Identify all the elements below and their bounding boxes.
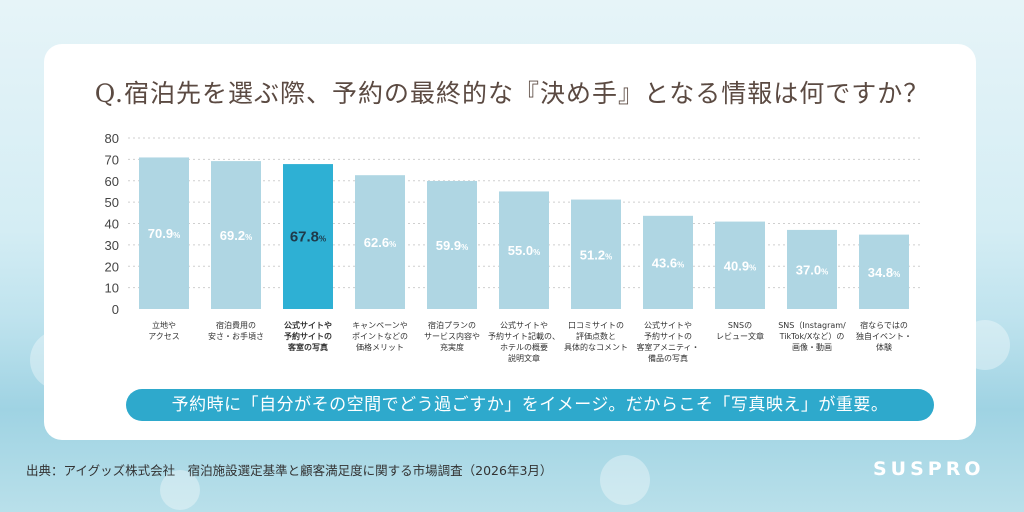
bar [211, 161, 261, 309]
x-tick-label: キャンペーンや [352, 321, 408, 330]
x-tick-label: 立地や [152, 320, 176, 330]
callout-banner: 予約時に「自分がその空間でどう過ごすか」をイメージ。だからこそ「写真映え」が重要… [126, 389, 934, 421]
x-tick-label: 宿ならではの [860, 320, 908, 330]
x-tick-label: SNS（Instagram/ [778, 321, 846, 330]
y-tick-label: 30 [105, 238, 119, 253]
data-label: 59.9% [436, 238, 468, 253]
y-tick-label: 0 [112, 302, 119, 317]
x-tick-label: SNSの [728, 321, 752, 330]
bar [787, 229, 837, 309]
background-bokeh [160, 470, 200, 510]
data-label: 67.8% [290, 229, 326, 246]
x-tick-label: 価格メリット [356, 342, 404, 352]
y-tick-label: 40 [105, 217, 119, 232]
data-label: 37.0% [796, 262, 828, 277]
x-tick-label: 宿泊プランの [428, 320, 476, 330]
data-label: 51.2% [580, 247, 612, 262]
y-tick-label: 60 [105, 174, 119, 189]
x-tick-label: アクセス [148, 332, 180, 341]
x-tick-label: 説明文章 [508, 353, 540, 363]
x-tick-label: ポイントなどの [352, 332, 408, 341]
x-tick-label: 安さ・お手頃さ [208, 331, 264, 341]
x-tick-label: 備品の写真 [648, 353, 688, 363]
data-label: 62.6% [364, 235, 396, 250]
bar [139, 157, 189, 309]
background-bokeh [600, 455, 650, 505]
data-label: 55.0% [508, 243, 540, 258]
x-tick-label: サービス内容や [424, 331, 480, 341]
bar [643, 215, 693, 309]
bar [427, 180, 477, 309]
x-tick-label: 公式サイトや [500, 320, 548, 330]
data-label: 34.8% [868, 265, 900, 280]
x-tick-label: 公式サイトや [284, 320, 332, 330]
x-tick-label: 公式サイトや [644, 320, 692, 330]
data-label: 40.9% [724, 258, 756, 273]
chart-title: Q.宿泊先を選ぶ際、予約の最終的な『決め手』となる情報は何ですか？ [94, 79, 930, 108]
data-label: 70.9% [148, 226, 180, 241]
y-tick-label: 70 [105, 152, 119, 167]
x-tick-label: ホテルの概要 [500, 342, 548, 352]
data-label: 69.2% [220, 228, 252, 243]
bar [283, 164, 333, 309]
source-note: 出典：アイグッズ株式会社 宿泊施設選定基準と顧客満足度に関する市場調査（2026… [26, 463, 553, 478]
x-tick-label: TikTok/Xなど）の [779, 332, 845, 341]
bar [715, 221, 765, 309]
x-tick-label: 予約サイトの [644, 331, 692, 341]
x-tick-label: 評価点数と [576, 331, 616, 341]
bar [571, 199, 621, 309]
y-tick-label: 80 [105, 131, 119, 146]
brand-logo: SUSPRO [873, 458, 985, 480]
x-tick-label: 客室の写真 [287, 342, 328, 352]
data-label: 43.6% [652, 255, 684, 270]
x-tick-label: 画像・動画 [792, 342, 832, 352]
x-tick-label: 独自イベント・ [856, 331, 912, 341]
x-tick-label: 口コミサイトの [568, 321, 624, 330]
bar [859, 234, 909, 309]
x-tick-label: 予約サイトの [284, 331, 332, 341]
x-tick-label: 予約サイト記載の、 [488, 331, 560, 341]
x-tick-label: 具体的なコメント [564, 342, 628, 352]
y-tick-label: 10 [105, 281, 119, 296]
y-tick-label: 50 [105, 195, 119, 210]
x-tick-label: 宿泊費用の [216, 320, 256, 330]
x-tick-label: 充実度 [440, 342, 464, 352]
x-tick-label: レビュー文章 [716, 331, 764, 341]
bar [499, 191, 549, 309]
x-tick-label: 客室アメニティ・ [636, 342, 699, 352]
y-tick-label: 20 [105, 259, 119, 274]
x-tick-label: 体験 [876, 342, 892, 352]
bar [355, 175, 405, 309]
